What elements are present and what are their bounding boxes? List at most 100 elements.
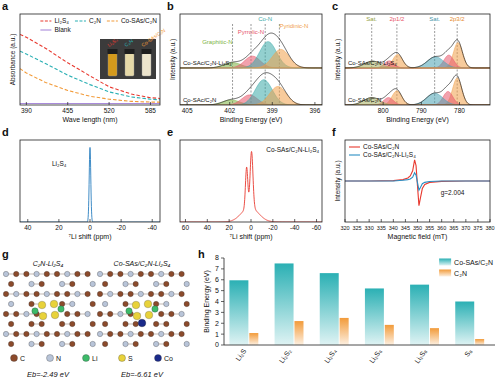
frame <box>345 14 490 105</box>
plot-area <box>180 152 322 222</box>
bar <box>385 325 394 345</box>
x-tick <box>477 219 478 222</box>
legend-label: Li <box>92 355 98 362</box>
x-tick <box>207 219 208 222</box>
legend-swatch <box>40 29 51 30</box>
atom <box>108 331 113 336</box>
atom <box>164 341 169 346</box>
line <box>20 51 160 100</box>
x-tick-label: Li₂S₂ <box>278 347 293 364</box>
vial-cap <box>142 49 152 54</box>
atom <box>59 281 64 286</box>
atom <box>108 291 113 296</box>
x-tick <box>465 219 466 222</box>
structure-label: Co-SAs/C₂N-Li₂S₄ <box>114 260 171 267</box>
atom <box>44 271 49 276</box>
y-tick <box>221 268 224 269</box>
y-tick <box>221 279 224 280</box>
x-tick <box>152 219 153 222</box>
fit-peak <box>180 42 322 68</box>
atom <box>108 311 113 316</box>
bar <box>475 339 484 345</box>
spectrum <box>180 152 322 222</box>
x-tick <box>185 219 186 222</box>
atom <box>24 291 29 296</box>
atom <box>85 311 90 316</box>
x-tick-label: 365 <box>449 225 458 231</box>
y-tick <box>221 334 224 335</box>
x-tick <box>26 102 27 105</box>
x-tick-label: 360 <box>437 225 446 231</box>
atom <box>102 301 107 306</box>
peak-label: Co-N <box>258 16 272 22</box>
atom <box>148 271 153 276</box>
legend-label: C₂N <box>454 270 467 277</box>
peak-label: 2p1/2 <box>389 16 405 22</box>
atom <box>38 301 46 309</box>
vial <box>142 53 151 76</box>
legend-swatch <box>75 20 86 21</box>
atom <box>184 281 189 286</box>
atom <box>128 331 133 336</box>
x-tick-label: 60 <box>182 224 190 231</box>
spectrum <box>20 147 160 222</box>
y-tick <box>221 312 224 313</box>
plot-area <box>345 160 490 206</box>
atom <box>8 281 13 286</box>
x-tick-label: 390 <box>21 107 32 114</box>
atom <box>179 311 184 316</box>
legend-item: C₂N <box>75 17 101 24</box>
fit-peak <box>180 86 322 105</box>
x-tick-label: 345 <box>401 225 410 231</box>
atom <box>75 271 80 276</box>
atom <box>39 341 44 346</box>
bar <box>294 321 303 345</box>
atom <box>58 306 64 312</box>
legend-swatch <box>40 20 51 21</box>
atom <box>59 321 64 326</box>
x-tick-label: 340 <box>389 225 398 231</box>
atom <box>65 311 70 316</box>
atom <box>118 271 123 276</box>
x-tick-label: 20 <box>226 224 234 231</box>
y-axis-label: Intensity (a.u.) <box>169 39 177 80</box>
x-tick-label: -20 <box>116 224 126 231</box>
atom <box>123 281 128 286</box>
panel-label: a <box>2 0 9 12</box>
atom <box>90 301 95 306</box>
x-tick-label: 350 <box>413 225 422 231</box>
x-axis-label: ⁷Li shift (ppm) <box>230 233 273 241</box>
legend-label: Co <box>164 355 173 362</box>
atom <box>8 341 13 346</box>
atom <box>39 321 44 326</box>
x-tick <box>383 102 384 105</box>
binding-energy-label: Eb=-2.49 eV <box>27 370 70 379</box>
y-tick <box>221 301 224 302</box>
atom <box>102 321 107 326</box>
x-axis-label: Wave length (nm) <box>63 116 118 124</box>
y-tick <box>221 258 224 259</box>
atom <box>34 291 39 296</box>
plot-area <box>345 24 490 105</box>
atom <box>97 331 102 336</box>
atom <box>75 291 80 296</box>
panel-label: c <box>332 0 338 12</box>
x-tick <box>58 219 59 222</box>
annotation: g=2.004 <box>441 189 465 197</box>
atom <box>144 300 152 308</box>
atom <box>138 319 146 327</box>
panel-label: h <box>198 248 205 260</box>
legend-swatch <box>155 355 162 362</box>
frame <box>20 14 160 105</box>
atom <box>44 331 49 336</box>
x-tick-label: 40 <box>204 224 212 231</box>
atom <box>75 331 80 336</box>
x-tick-label: Li₂S₄ <box>323 347 338 364</box>
legend-swatch <box>107 20 118 21</box>
atom <box>29 341 34 346</box>
atom <box>97 311 102 316</box>
panel-label: g <box>2 248 9 260</box>
line <box>20 69 160 102</box>
x-tick <box>90 219 91 222</box>
x-tick <box>229 219 230 222</box>
